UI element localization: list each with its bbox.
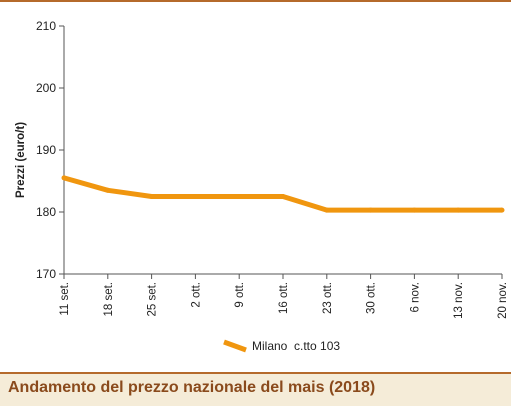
data-point-milano <box>192 194 198 199</box>
y-tick-label: 210 <box>36 19 56 33</box>
x-tick-label: 2 ott. <box>190 282 202 308</box>
data-point-milano <box>499 207 505 213</box>
x-tick-label: 30 ott. <box>366 282 378 314</box>
x-tick-label: 11 set. <box>59 282 71 316</box>
data-point-milano <box>236 194 242 199</box>
legend-swatch-milano <box>223 339 247 353</box>
y-tick-label: 180 <box>36 205 56 219</box>
data-point-milano <box>105 187 111 193</box>
x-tick-label: 13 nov. <box>453 282 465 319</box>
x-tick-label: 9 ott. <box>234 282 246 308</box>
x-tick-label: 25 set. <box>147 282 159 317</box>
data-point-milano <box>411 207 417 213</box>
data-point-milano <box>368 207 374 213</box>
x-tick-label: 18 set. <box>103 282 115 317</box>
line-chart: 170 180 190 200 210 11 set. 18 set. 25 set. 2 o… <box>15 19 509 353</box>
legend: Milano c.tto 103 <box>223 339 340 353</box>
top-rule <box>0 0 511 2</box>
x-axis: 11 set. 18 set. 25 set. 2 ott. 9 ott. 16 ott.… <box>59 273 509 319</box>
x-tick-label: 16 ott. <box>278 282 290 314</box>
caption-bar: Andamento del prezzo nazionale del mais … <box>0 372 511 406</box>
x-tick-label: 23 ott. <box>322 282 334 314</box>
y-axis-title: Prezzi (euro/t) <box>15 122 27 198</box>
series-layer <box>61 175 505 213</box>
y-tick-label: 190 <box>36 143 56 157</box>
data-point-milano <box>61 175 67 181</box>
x-tick-label: 6 nov. <box>409 282 421 312</box>
y-axis: 170 180 190 200 210 <box>36 19 65 281</box>
data-point-milano <box>280 194 286 199</box>
chart-caption: Andamento del prezzo nazionale del mais … <box>8 379 376 396</box>
data-point-milano <box>149 194 155 199</box>
y-tick-label: 200 <box>36 81 56 95</box>
data-point-milano <box>455 207 461 213</box>
data-point-milano <box>324 207 330 213</box>
y-tick-label: 170 <box>36 267 56 281</box>
legend-label-milano: Milano c.tto 103 <box>252 339 340 353</box>
x-tick-label: 20 nov. <box>497 282 509 319</box>
